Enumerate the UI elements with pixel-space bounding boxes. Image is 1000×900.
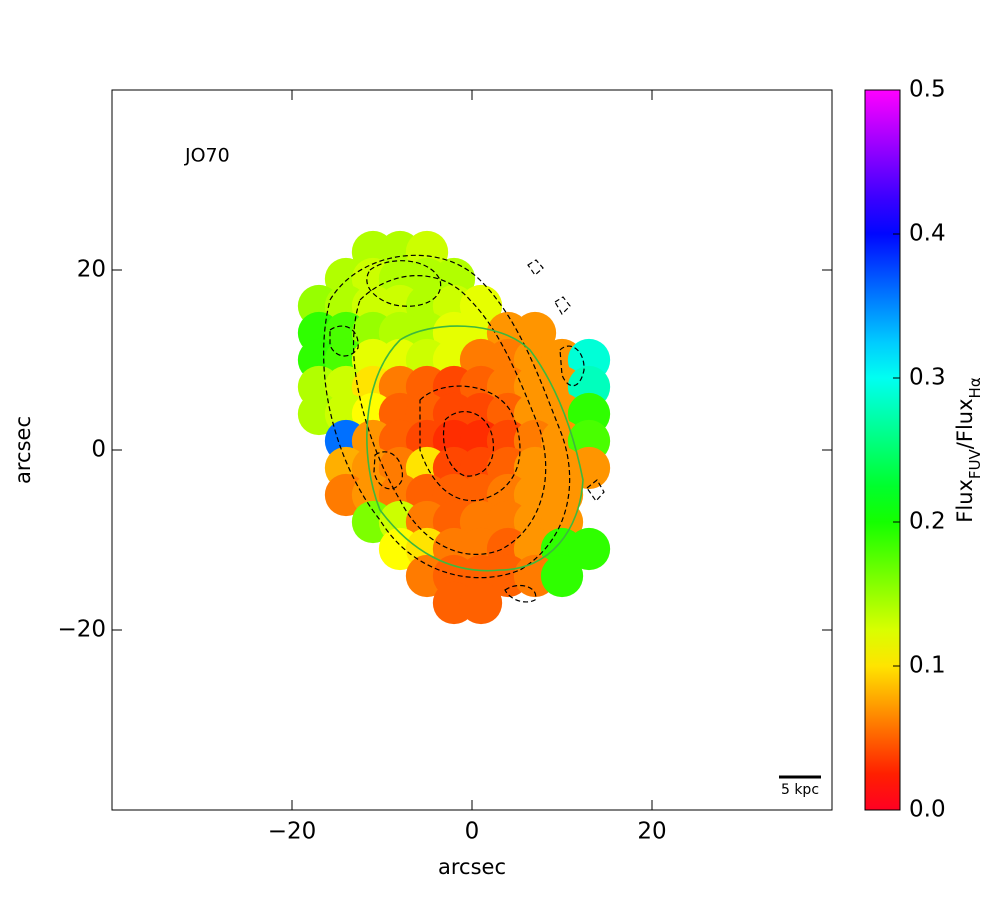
annotation: JO70: [184, 145, 230, 167]
y-tick-label: 0: [91, 437, 106, 463]
map-cell: [540, 554, 584, 598]
colorbar-tick-label: 0.1: [909, 653, 946, 679]
colorbar-label-part: /Flux: [953, 398, 977, 449]
scale-bar-label: 5 kpc: [781, 782, 819, 798]
map-cell: [567, 527, 611, 571]
y-tick-label: 20: [77, 257, 106, 283]
colorbar-label-sub: Hα: [966, 377, 984, 398]
y-tick-label: −20: [57, 617, 106, 643]
x-axis-label: arcsec: [438, 855, 506, 879]
colorbar-tick-label: 0.5: [909, 77, 946, 103]
colorbar-label-part: Flux: [953, 479, 977, 523]
x-tick-label: 0: [465, 819, 480, 845]
map-cell: [459, 581, 503, 625]
colorbar-tick-label: 0.2: [909, 509, 946, 535]
x-tick-label: −20: [268, 819, 317, 845]
colorbar-label: FluxFUV/FluxHα: [953, 377, 984, 523]
y-axis-label: arcsec: [11, 416, 35, 484]
colorbar-tick-label: 0.0: [909, 797, 946, 823]
colorbar-tick-label: 0.3: [909, 365, 946, 391]
contours: [323, 254, 605, 603]
green-contour: [366, 325, 584, 572]
colorbar-label-sub: FUV: [966, 448, 984, 479]
colorbar-tick-label: 0.4: [909, 221, 946, 247]
x-tick-label: 20: [637, 819, 666, 845]
colorbar: [864, 89, 901, 811]
